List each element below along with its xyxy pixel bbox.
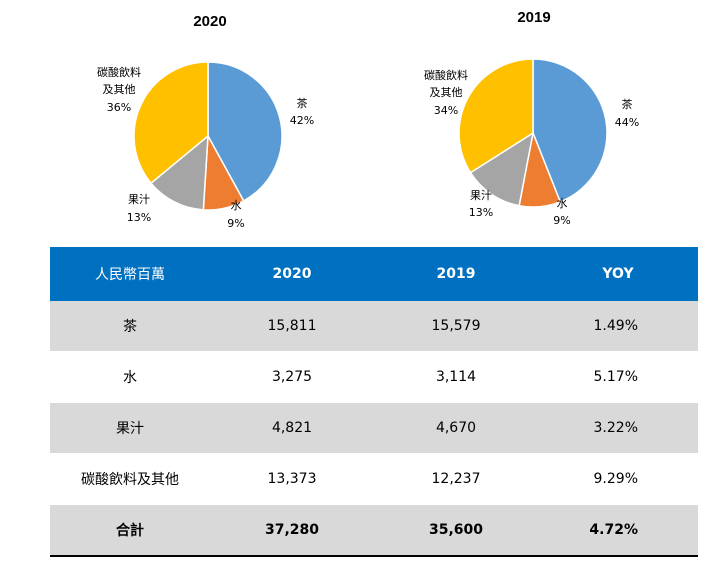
row-category: 果汁 — [50, 402, 210, 454]
label-2020-juice-pct: 13% — [127, 211, 151, 224]
row-yoy-value: 9.29% — [538, 453, 698, 505]
pie-slice-2019-tea — [532, 58, 608, 203]
pie-chart-2020: 2020 — [133, 13, 283, 211]
pie-slice-2020-tea — [207, 61, 283, 202]
row-2019-value: 4,670 — [374, 402, 538, 454]
row-2020-value: 4,821 — [210, 402, 374, 454]
label-2019-juice-name: 果汁 — [470, 189, 492, 202]
label-2019-soda-name-line1: 碳酸飲料 — [424, 68, 468, 82]
table-header-row: 人民幣百萬 2020 2019 YOY — [50, 247, 698, 301]
label-2019-water-pct: 9% — [553, 214, 570, 227]
label-2020-water-name: 水 — [231, 199, 242, 212]
pie-slice-2020-soda — [133, 61, 209, 185]
label-2020-tea-name: 茶 — [297, 97, 308, 110]
label-2019-soda-name-line2: 及其他 — [430, 86, 463, 99]
row-yoy-value: 5.17% — [538, 351, 698, 403]
pie-slice-2020-juice — [149, 134, 209, 211]
pie-charts-area: 2020 2019 茶 42% 水 9% 果汁 13% 碳酸飲料 及其他 36%… — [97, 9, 639, 230]
label-2019-soda-pct: 34% — [434, 104, 458, 117]
revenue-table: 人民幣百萬 2020 2019 YOY 茶 15,811 15,579 1.49… — [50, 247, 698, 557]
table-row: 水 3,275 3,114 5.17% — [50, 351, 698, 403]
label-2020-water-pct: 9% — [227, 217, 244, 230]
header-category: 人民幣百萬 — [50, 247, 210, 301]
row-2019-value: 3,114 — [374, 351, 538, 403]
total-2019-value: 35,600 — [374, 504, 538, 557]
table-row: 果汁 4,821 4,670 3.22% — [50, 402, 698, 454]
label-2019-water-name: 水 — [557, 197, 568, 210]
pie-chart-2019: 2019 — [458, 9, 608, 208]
row-category: 茶 — [50, 301, 210, 352]
header-2019: 2019 — [374, 247, 538, 301]
total-yoy-value: 4.72% — [538, 504, 698, 557]
total-category: 合計 — [50, 504, 210, 557]
table-row: 碳酸飲料及其他 13,373 12,237 9.29% — [50, 453, 698, 505]
label-2020-tea-pct: 42% — [290, 114, 314, 127]
label-2020-soda-name-line2: 及其他 — [103, 83, 136, 96]
row-yoy-value: 3.22% — [538, 402, 698, 454]
row-yoy-value: 1.49% — [538, 301, 698, 352]
label-2019-tea-name: 茶 — [622, 98, 633, 111]
row-category: 水 — [50, 351, 210, 403]
label-2019-tea-pct: 44% — [615, 116, 639, 129]
row-2020-value: 15,811 — [210, 301, 374, 352]
header-2020: 2020 — [210, 247, 374, 301]
table-total-row: 合計 37,280 35,600 4.72% — [50, 504, 698, 557]
pie-title-2020: 2020 — [193, 13, 226, 30]
label-2020-soda-name-line1: 碳酸飲料 — [97, 65, 141, 79]
pie-title-2019: 2019 — [517, 9, 550, 26]
label-2020-soda-pct: 36% — [107, 101, 131, 114]
total-2020-value: 37,280 — [210, 504, 374, 557]
label-2020-juice-name: 果汁 — [128, 193, 150, 206]
pie-slice-2019-soda — [458, 58, 534, 174]
row-2019-value: 15,579 — [374, 301, 538, 352]
row-2020-value: 13,373 — [210, 453, 374, 505]
header-yoy: YOY — [538, 247, 698, 301]
row-2020-value: 3,275 — [210, 351, 374, 403]
row-2019-value: 12,237 — [374, 453, 538, 505]
label-2019-juice-pct: 13% — [469, 206, 493, 219]
table-row: 茶 15,811 15,579 1.49% — [50, 301, 698, 352]
pie-slice-2019-juice — [469, 131, 535, 207]
row-category: 碳酸飲料及其他 — [50, 453, 210, 505]
